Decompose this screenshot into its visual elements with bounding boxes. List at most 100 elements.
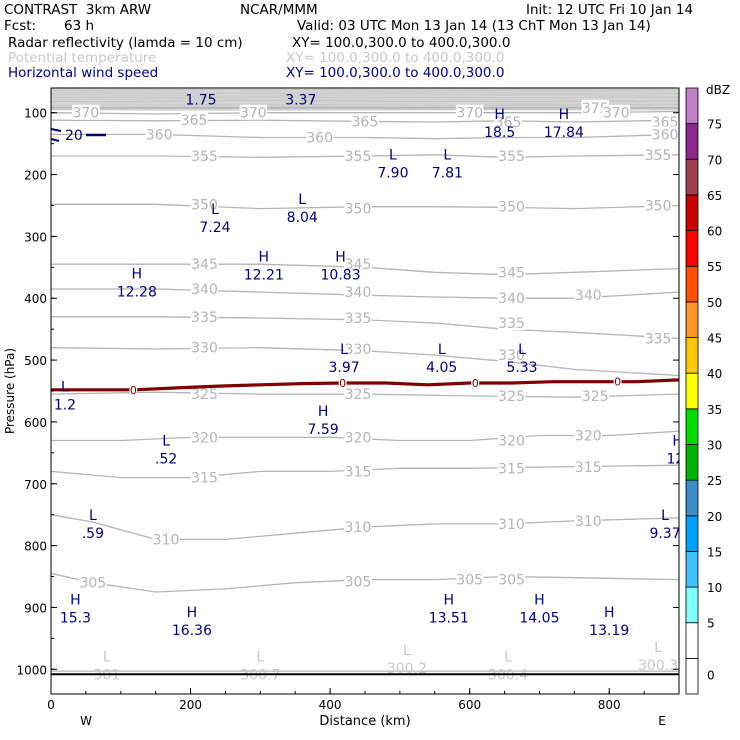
- wind-extremum-symbol: H: [318, 404, 329, 420]
- theta-contour-335: [51, 316, 679, 340]
- theta-label-bg: [72, 104, 100, 120]
- theta-label: 340: [498, 291, 525, 307]
- theta-label-bg: [190, 148, 219, 164]
- wind-extremum-symbol: H: [672, 434, 683, 450]
- colorbar-label: 15: [707, 545, 722, 559]
- theta-label: 310: [575, 514, 602, 530]
- theta-label-bg: [190, 256, 219, 272]
- field-wind-xy: XY= 100.0,300.0 to 400.0,300.0: [286, 65, 505, 81]
- wind-extremum-value: 17.84: [544, 125, 584, 141]
- theta-label: 350: [345, 202, 372, 218]
- theta-label-bg: [574, 287, 603, 303]
- theta-label-bg: [344, 386, 372, 402]
- wind-extremum-value: 1.75: [185, 92, 216, 108]
- wind-extremum-value: 8.04: [287, 210, 318, 226]
- theta-label-bg: [344, 284, 372, 300]
- wind-extremum-value: .59: [82, 526, 104, 542]
- theta-label: 310: [153, 532, 180, 548]
- theta-label-bg: [574, 427, 603, 443]
- wind-extremum-symbol: H: [604, 605, 615, 621]
- theta-label-bg: [190, 308, 219, 324]
- y-tick-label: 900: [24, 601, 47, 615]
- theta-label: 360: [146, 127, 173, 143]
- theta-label: 365: [495, 115, 522, 131]
- wind-extremum-value: 7.90: [377, 165, 408, 181]
- valid-time: Valid: 03 UTC Mon 13 Jan 14 (13 ChT Mon …: [297, 18, 651, 34]
- colorbar-swatch: [685, 123, 699, 160]
- wind-extremum-value: 1.2: [54, 397, 76, 413]
- x-tick-label: 0: [47, 698, 55, 712]
- theta-label-bg: [190, 469, 219, 485]
- theta-label-bg: [344, 429, 372, 445]
- colorbar-swatch: [685, 586, 699, 624]
- theta-label: 315: [345, 464, 372, 480]
- colorbar-swatch: [685, 408, 699, 445]
- wind-speed-markers: L 1.75 H 3.37 H 18.5 H 17.84 L 7.90 L 7.81 L 8.04 L 7.2…: [54, 74, 683, 639]
- colorbar-swatch: [685, 265, 699, 303]
- wind-extremum-value: 7.59: [308, 422, 339, 438]
- colorbar-swatch: [685, 337, 699, 374]
- wind-extremum-symbol: H: [132, 267, 143, 283]
- model-title: CONTRAST 3km ARW: [4, 2, 152, 18]
- wind-extremum-symbol: L: [211, 202, 219, 218]
- theta-label: 355: [345, 149, 372, 165]
- colorbar-label: 35: [707, 403, 722, 417]
- theta-label-bg: [239, 104, 268, 120]
- theta-label-bg: [351, 113, 379, 129]
- theta-label-bg: [497, 264, 526, 280]
- theta-label-bg: [497, 515, 526, 531]
- colorbar-swatch: [685, 372, 699, 410]
- theta-label-bg: [344, 519, 372, 535]
- init-time: Init: 12 UTC Fri 10 Jan 14: [526, 2, 694, 18]
- colorbar-label: 50: [707, 296, 722, 310]
- theta-extremum-symbol: L: [403, 643, 411, 659]
- theta-label-bg: [344, 200, 372, 216]
- theta-contour-345: [51, 263, 679, 276]
- wind-contour-edge: [51, 128, 62, 142]
- theta-label: 365: [352, 114, 379, 130]
- x-tick-label: 200: [179, 698, 202, 712]
- y-tick-label: 1000: [16, 663, 47, 677]
- theta-label: 320: [575, 429, 602, 445]
- colorbar-label: 40: [707, 367, 722, 381]
- colorbar-swatch: [685, 479, 699, 517]
- theta-contour-350: [51, 203, 679, 210]
- theta-label: 365: [181, 113, 208, 129]
- colorbar-swatch: [685, 515, 699, 552]
- wind-extremum-symbol: L: [443, 147, 451, 163]
- wind-extremum-symbol: H: [296, 74, 307, 90]
- wind-extremum-symbol: H: [443, 593, 454, 609]
- theta-label-bg: [344, 340, 372, 356]
- chart-header: CONTRAST 3km ARW NCAR/MMM Init: 12 UTC F…: [0, 0, 740, 85]
- theta-label-bg: [190, 280, 219, 296]
- wind-extremum-symbol: L: [197, 74, 205, 90]
- theta-label: 350: [191, 197, 218, 213]
- theta-label-bg: [344, 256, 372, 272]
- colorbar-label: 65: [707, 189, 722, 203]
- theta-label-bg: [344, 573, 372, 589]
- theta-label-bg: [651, 126, 679, 142]
- wind-extremum-value: 4.05: [426, 360, 457, 376]
- wind-extremum-value: 14.05: [519, 611, 559, 627]
- theta-label-bg: [152, 531, 180, 547]
- theta-label: 315: [575, 460, 602, 476]
- theta-label: 330: [345, 342, 372, 358]
- theta-extremum-value: 301: [93, 667, 120, 683]
- x-tick-label: 400: [319, 698, 342, 712]
- wind-extremum-symbol: L: [389, 147, 397, 163]
- wind-extremum-value: 10.83: [321, 267, 361, 283]
- wind-extremum-value: 16.36: [172, 623, 212, 639]
- y-tick-label: 800: [24, 540, 47, 554]
- theta-label-bg: [344, 310, 372, 326]
- colorbar-title: dBZ: [706, 83, 730, 97]
- y-tick-label: 700: [24, 478, 47, 492]
- theta-label-bg: [190, 196, 219, 212]
- freezing-line-label: 0: [472, 377, 479, 390]
- theta-label: 355: [191, 149, 218, 165]
- theta-label: 330: [191, 341, 218, 357]
- wind-extremum-symbol: L: [340, 342, 348, 358]
- theta-label-bg: [651, 114, 679, 130]
- wind-extremum-symbol: H: [534, 593, 545, 609]
- theta-extremum-value: 300.2: [387, 661, 427, 677]
- theta-label-bg: [190, 339, 219, 355]
